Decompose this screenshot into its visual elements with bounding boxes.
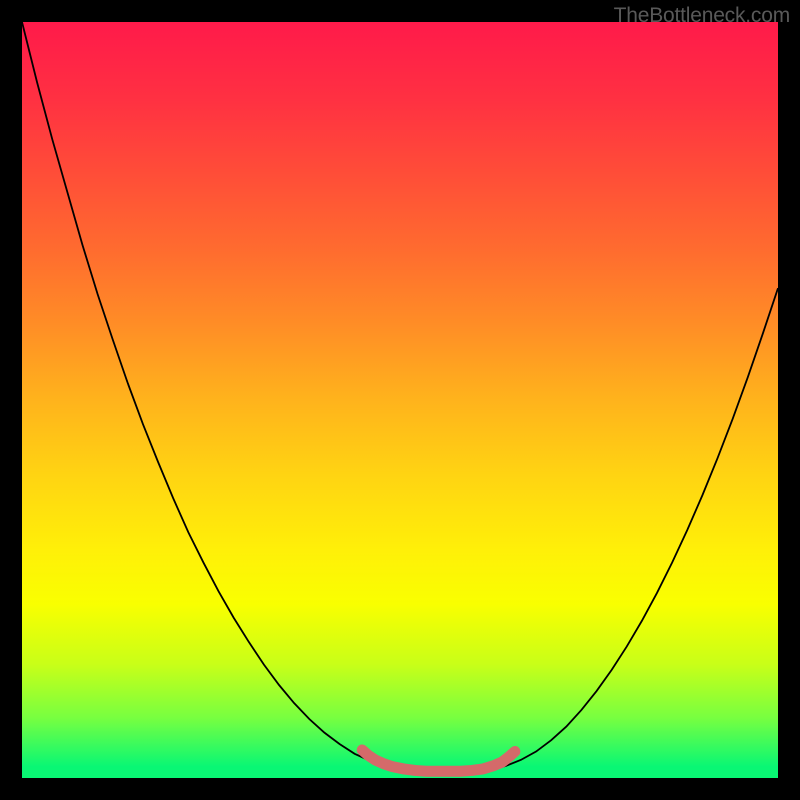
gradient-background	[22, 22, 778, 778]
chart-svg	[22, 22, 778, 778]
bottleneck-curve-chart	[22, 22, 778, 778]
